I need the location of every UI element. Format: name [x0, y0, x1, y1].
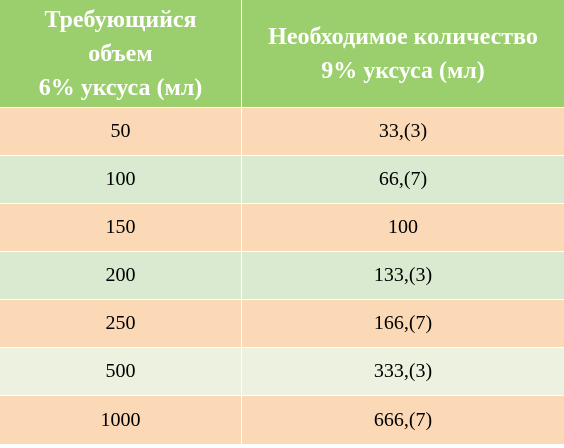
- cell-9-percent-amount: 133,(3): [373, 264, 433, 286]
- cell-6-percent-volume: 100: [0, 156, 242, 203]
- table-header: Требующийся объем 6% уксуса (мл) Необход…: [0, 0, 564, 107]
- cell-9-percent-amount: 66,(7): [378, 168, 428, 190]
- header-needed-9-percent: Необходимое количество 9% уксуса (мл): [268, 23, 538, 84]
- table-body: 50 33,(3) 100 66,(7) 150 100 200 133,(3) 250 166,…: [0, 107, 564, 444]
- cell-9-percent-amount: 33,(3): [378, 120, 428, 142]
- table-row: 250 166,(7): [0, 299, 564, 347]
- header-required-6-percent: Требующийся объем 6% уксуса (мл): [0, 0, 242, 107]
- cell-9-percent-amount: 333,(3): [373, 360, 433, 382]
- cell-6-percent-volume: 500: [0, 348, 242, 395]
- cell-6-percent-volume: 250: [0, 300, 242, 347]
- cell-6-percent-volume: 200: [0, 252, 242, 299]
- table-row: 200 133,(3): [0, 251, 564, 299]
- table-row: 150 100: [0, 203, 564, 251]
- table-row: 500 333,(3): [0, 347, 564, 395]
- cell-6-percent-volume: 50: [0, 108, 242, 155]
- cell-6-percent-volume: 150: [0, 204, 242, 251]
- table-row: 50 33,(3): [0, 107, 564, 155]
- cell-9-percent-amount: 100: [388, 216, 418, 238]
- table-row: 1000 666,(7): [0, 395, 564, 444]
- cell-6-percent-volume: 1000: [0, 396, 242, 444]
- cell-9-percent-amount: 166,(7): [373, 312, 433, 334]
- table-row: 100 66,(7): [0, 155, 564, 203]
- cell-9-percent-amount: 666,(7): [373, 408, 433, 431]
